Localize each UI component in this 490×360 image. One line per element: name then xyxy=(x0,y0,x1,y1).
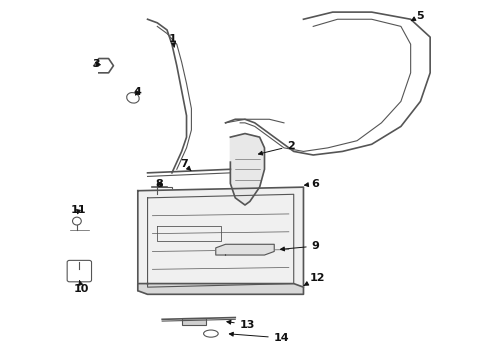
Text: 7: 7 xyxy=(180,159,191,171)
Text: 4: 4 xyxy=(134,87,142,98)
Bar xyxy=(157,187,172,196)
Bar xyxy=(182,318,206,325)
Polygon shape xyxy=(230,134,265,205)
Text: 12: 12 xyxy=(304,273,325,285)
Text: 2: 2 xyxy=(259,141,295,155)
Text: 3: 3 xyxy=(93,59,100,69)
Text: 14: 14 xyxy=(229,332,290,343)
Text: 8: 8 xyxy=(156,179,164,189)
Text: 13: 13 xyxy=(227,320,255,330)
Text: 5: 5 xyxy=(411,11,424,21)
Text: 10: 10 xyxy=(74,281,90,294)
Polygon shape xyxy=(138,187,303,291)
Text: 9: 9 xyxy=(280,241,319,251)
Polygon shape xyxy=(138,284,303,294)
Polygon shape xyxy=(216,244,274,255)
Text: 1: 1 xyxy=(169,34,177,47)
Text: 11: 11 xyxy=(71,205,86,215)
Text: 6: 6 xyxy=(305,179,319,189)
